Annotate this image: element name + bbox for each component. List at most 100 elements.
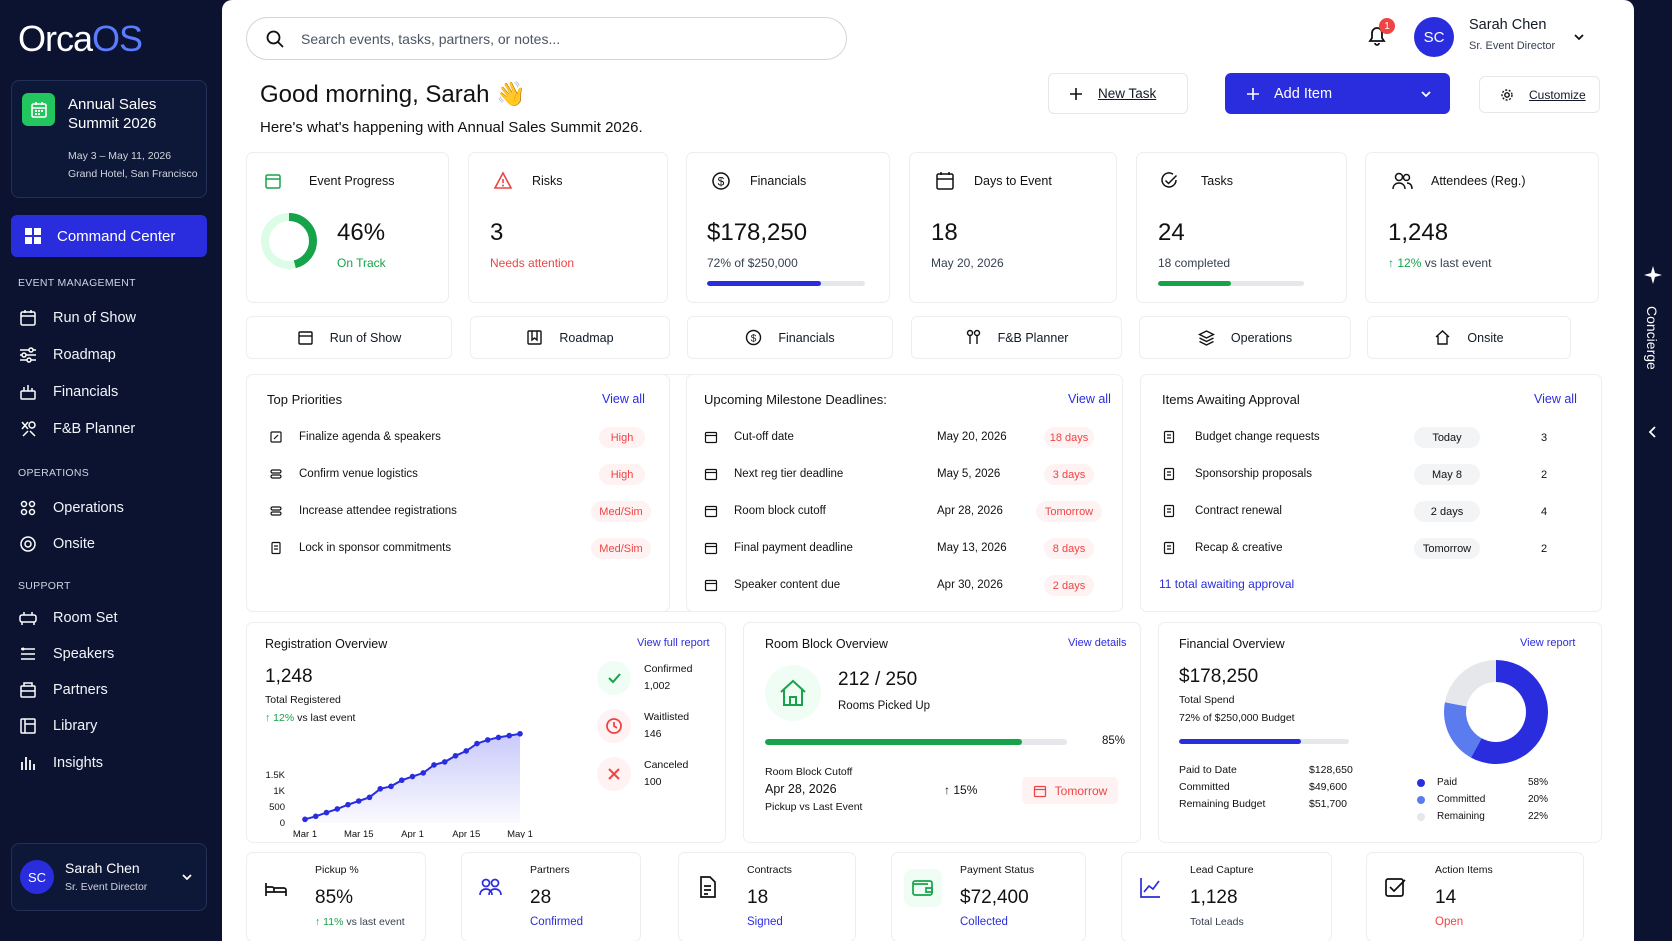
- chevron-left-icon[interactable]: [1646, 425, 1660, 439]
- search-input[interactable]: [301, 30, 821, 47]
- milestone-row[interactable]: Cut-off date May 20, 2026 18 days: [704, 425, 1104, 449]
- user-role: Sr. Event Director: [65, 881, 148, 893]
- approvals-total-link[interactable]: 11 total awaiting approval: [1159, 577, 1295, 591]
- view-details-link[interactable]: View details: [1068, 637, 1127, 649]
- nav-insights[interactable]: Insights: [18, 750, 103, 776]
- check-circle-icon: [1161, 172, 1178, 188]
- legend-swatch: [1417, 796, 1425, 804]
- financials-icon: [20, 385, 36, 400]
- nav-run-of-show[interactable]: Run of Show: [18, 305, 136, 331]
- spend-progress: [1179, 739, 1349, 744]
- legend-value: 20%: [1528, 794, 1549, 805]
- data-point: [312, 813, 319, 820]
- nav-financials[interactable]: Financials: [18, 379, 118, 405]
- calendar-icon: [704, 505, 718, 518]
- nav-roadmap[interactable]: Roadmap: [18, 342, 116, 368]
- milestones-view-all-link[interactable]: View all: [1068, 392, 1111, 406]
- priorities-view-all-link[interactable]: View all: [602, 392, 645, 406]
- stat-value: 1,128: [1190, 887, 1238, 908]
- nav-fb-planner[interactable]: F&B Planner: [18, 416, 135, 442]
- sparkle-icon[interactable]: [1643, 265, 1663, 285]
- header-avatar[interactable]: SC: [1414, 17, 1454, 57]
- stat-card-pickup-[interactable]: Pickup % 85% ↑ 11% vs last event: [246, 852, 426, 941]
- kpi-tasks[interactable]: Tasks 24 18 completed: [1136, 152, 1347, 303]
- user-menu[interactable]: SC Sarah Chen Sr. Event Director: [11, 843, 207, 911]
- x-icon: [597, 757, 631, 791]
- milestone-row[interactable]: Speaker content due Apr 30, 2026 2 days: [704, 573, 1104, 597]
- y-tick-label: 1K: [273, 786, 285, 797]
- house-icon: [765, 665, 821, 721]
- list-item[interactable]: Lock in sponsor commitments Med/Sim: [269, 536, 651, 560]
- stat-card-action-items[interactable]: Action Items 14 Open: [1366, 852, 1584, 941]
- nav-command-center[interactable]: Command Center: [11, 215, 207, 257]
- nav-speakers[interactable]: Speakers: [18, 641, 114, 667]
- stat-sub: Open: [1435, 916, 1464, 928]
- kpi-event-progress[interactable]: Event Progress 46% On Track: [246, 152, 449, 303]
- onsite-icon: [20, 536, 36, 552]
- milestone-row[interactable]: Room block cutoff Apr 28, 2026 Tomorrow: [704, 499, 1104, 523]
- chevron-down-icon[interactable]: [1572, 30, 1586, 44]
- approval-row[interactable]: Contract renewal 2 days 4: [1162, 499, 1572, 523]
- data-point: [366, 794, 373, 801]
- link-icon: [270, 506, 282, 516]
- add-item-button[interactable]: Add Item: [1225, 73, 1450, 114]
- calendar-icon: [1033, 785, 1046, 797]
- tab-roadmap[interactable]: Roadmap: [470, 316, 670, 359]
- data-point: [409, 773, 416, 780]
- data-point: [463, 748, 470, 754]
- list-item[interactable]: Finalize agenda & speakers High: [269, 425, 649, 449]
- new-task-button[interactable]: New Task: [1048, 73, 1188, 114]
- finance-row-label: Remaining Budget: [1179, 798, 1266, 810]
- avatar: SC: [20, 860, 54, 894]
- insights-icon: [21, 757, 35, 770]
- kpi-attendees[interactable]: Attendees (Reg.) 1,248 ↑ 12% vs last eve…: [1365, 152, 1599, 303]
- tasks-progress-bar: [1158, 281, 1304, 286]
- stat-label: Waitlisted: [644, 711, 690, 723]
- view-report-link[interactable]: View report: [1520, 637, 1576, 649]
- tab-operations[interactable]: Operations: [1139, 316, 1351, 359]
- link-icon: [270, 469, 282, 479]
- notification-badge: 1: [1379, 18, 1395, 34]
- roadmap-icon: [527, 330, 543, 345]
- bell-icon[interactable]: [1364, 22, 1390, 48]
- legend-label: Paid: [1437, 777, 1458, 788]
- approval-row[interactable]: Recap & creative Tomorrow 2: [1162, 536, 1572, 560]
- calendar-icon: [704, 579, 718, 592]
- search-bar[interactable]: [246, 17, 847, 60]
- approval-row[interactable]: Budget change requests Today 3: [1162, 425, 1572, 449]
- milestone-row[interactable]: Next reg tier deadline May 5, 2026 3 days: [704, 462, 1104, 486]
- stat-card-payment-status[interactable]: Payment Status $72,400 Collected: [891, 852, 1086, 941]
- list-item[interactable]: Confirm venue logistics High: [269, 462, 649, 486]
- data-point: [452, 752, 459, 759]
- nav-partners[interactable]: Partners: [18, 677, 108, 703]
- tab-fb-planner[interactable]: F&B Planner: [911, 316, 1122, 359]
- stat-card-lead-capture[interactable]: Lead Capture 1,128 Total Leads: [1121, 852, 1332, 941]
- tab-run-of-show[interactable]: Run of Show: [246, 316, 452, 359]
- stat-card-partners[interactable]: Partners 28 Confirmed: [461, 852, 641, 941]
- event-switcher-card[interactable]: Annual Sales Summit 2026 May 3 – May 11,…: [11, 80, 207, 198]
- nav-operations[interactable]: Operations: [18, 495, 124, 521]
- approvals-view-all-link[interactable]: View all: [1534, 392, 1577, 406]
- kpi-financials[interactable]: $ Financials $178,250 72% of $250,000: [686, 152, 890, 303]
- concierge-label[interactable]: Concierge: [1644, 306, 1660, 370]
- view-full-report-link[interactable]: View full report: [637, 637, 710, 649]
- tab-onsite[interactable]: Onsite: [1367, 316, 1571, 359]
- nav-room-set[interactable]: Room Set: [18, 605, 117, 631]
- data-point: [495, 734, 502, 741]
- sidebar: OrcaOS Annual Sales Summit 2026 May 3 – …: [0, 0, 222, 941]
- kpi-risks[interactable]: Risks 3 Needs attention: [468, 152, 668, 303]
- list-item[interactable]: Increase attendee registrations Med/Sim: [269, 499, 651, 523]
- orcaos-logo[interactable]: OrcaOS: [18, 18, 143, 59]
- tab-financials[interactable]: $ Financials: [687, 316, 893, 359]
- nav-library[interactable]: Library: [18, 713, 97, 739]
- customize-button[interactable]: Customize: [1479, 76, 1600, 113]
- kpi-days-to-event[interactable]: Days to Event 18 May 20, 2026: [909, 152, 1117, 303]
- nav-onsite[interactable]: Onsite: [18, 531, 95, 557]
- finance-row-value: $51,700: [1309, 798, 1347, 810]
- bed-icon: [257, 869, 295, 907]
- calendar-icon: [704, 542, 718, 555]
- milestone-row[interactable]: Final payment deadline May 13, 2026 8 days: [704, 536, 1104, 560]
- legend-swatch: [1417, 813, 1425, 821]
- stat-card-contracts[interactable]: Contracts 18 Signed: [678, 852, 856, 941]
